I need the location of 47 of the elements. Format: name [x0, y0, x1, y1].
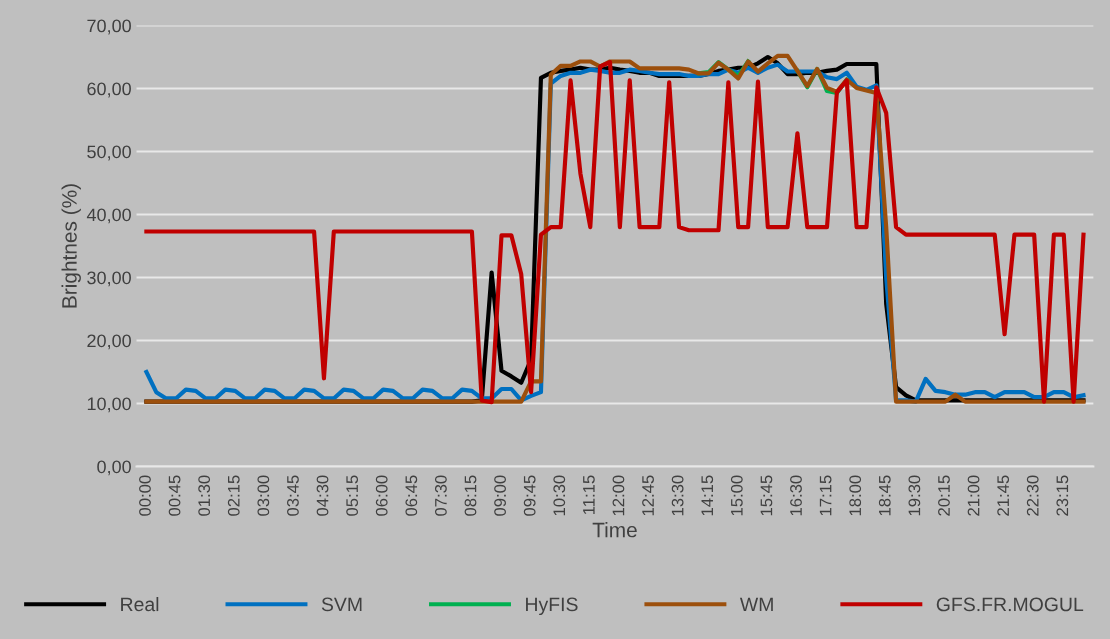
x-tick-label: 05:15 [346, 475, 359, 516]
x-tick-label: 06:45 [405, 475, 418, 516]
x-tick-label: 03:00 [257, 475, 270, 516]
x-tick-label: 19:30 [908, 475, 921, 516]
x-axis-title: Time [592, 522, 637, 538]
y-axis-title: Brightnes (%) [61, 184, 81, 308]
x-tick-label: 01:30 [198, 475, 211, 516]
x-tick-label: 13:30 [671, 475, 684, 516]
y-tick-label: 30,00 [87, 271, 131, 287]
x-tick-label: 18:45 [878, 475, 891, 516]
x-tick-label: 22:30 [1026, 475, 1039, 516]
y-tick-label: 40,00 [86, 208, 131, 224]
x-tick-label: 03:45 [287, 475, 299, 516]
legend-label: WM [739, 597, 773, 612]
x-tick-label: 14:15 [701, 475, 714, 516]
x-tick-label: 07:30 [434, 475, 447, 516]
legend-label: SVM [321, 597, 362, 612]
x-tick-label: 00:45 [168, 475, 181, 516]
legend-label: Real [121, 596, 159, 612]
y-tick-label: 20,00 [87, 334, 131, 350]
y-tick-label: 70,00 [87, 19, 131, 35]
x-tick-label: 16:30 [790, 475, 802, 516]
x-tick-label: 21:00 [967, 475, 980, 516]
x-tick-label: 15:00 [730, 475, 743, 516]
x-tick-label: 06:00 [375, 475, 388, 516]
x-tick-label: 04:30 [316, 475, 329, 516]
x-tick-label: 17:15 [819, 475, 832, 516]
x-tick-label: 18:00 [849, 475, 862, 516]
x-tick-label: 20:15 [938, 475, 950, 516]
x-tick-label: 12:45 [642, 475, 654, 516]
x-tick-label: 09:45 [523, 475, 536, 516]
y-tick-label: 50,00 [87, 145, 131, 161]
x-tick-label: 15:45 [760, 475, 773, 516]
legend-label: HyFIS [526, 597, 578, 616]
x-tick-label: 02:15 [227, 475, 240, 516]
x-tick-label: 10:30 [553, 475, 566, 516]
y-tick-label: 10,00 [87, 397, 131, 413]
x-tick-label: 11:15 [583, 475, 595, 515]
legend-label: GFS.FR.MOGUL [936, 597, 1084, 612]
x-tick-label: 08:15 [464, 475, 477, 516]
y-tick-label: 60,00 [87, 82, 131, 98]
y-tick-label: 0,00 [97, 460, 131, 476]
x-tick-label: 09:00 [494, 475, 506, 516]
x-tick-label: 21:45 [997, 475, 1010, 516]
x-tick-label: 23:15 [1056, 475, 1069, 516]
x-tick-label: 00:00 [139, 475, 151, 516]
x-tick-label: 12:00 [612, 475, 625, 516]
